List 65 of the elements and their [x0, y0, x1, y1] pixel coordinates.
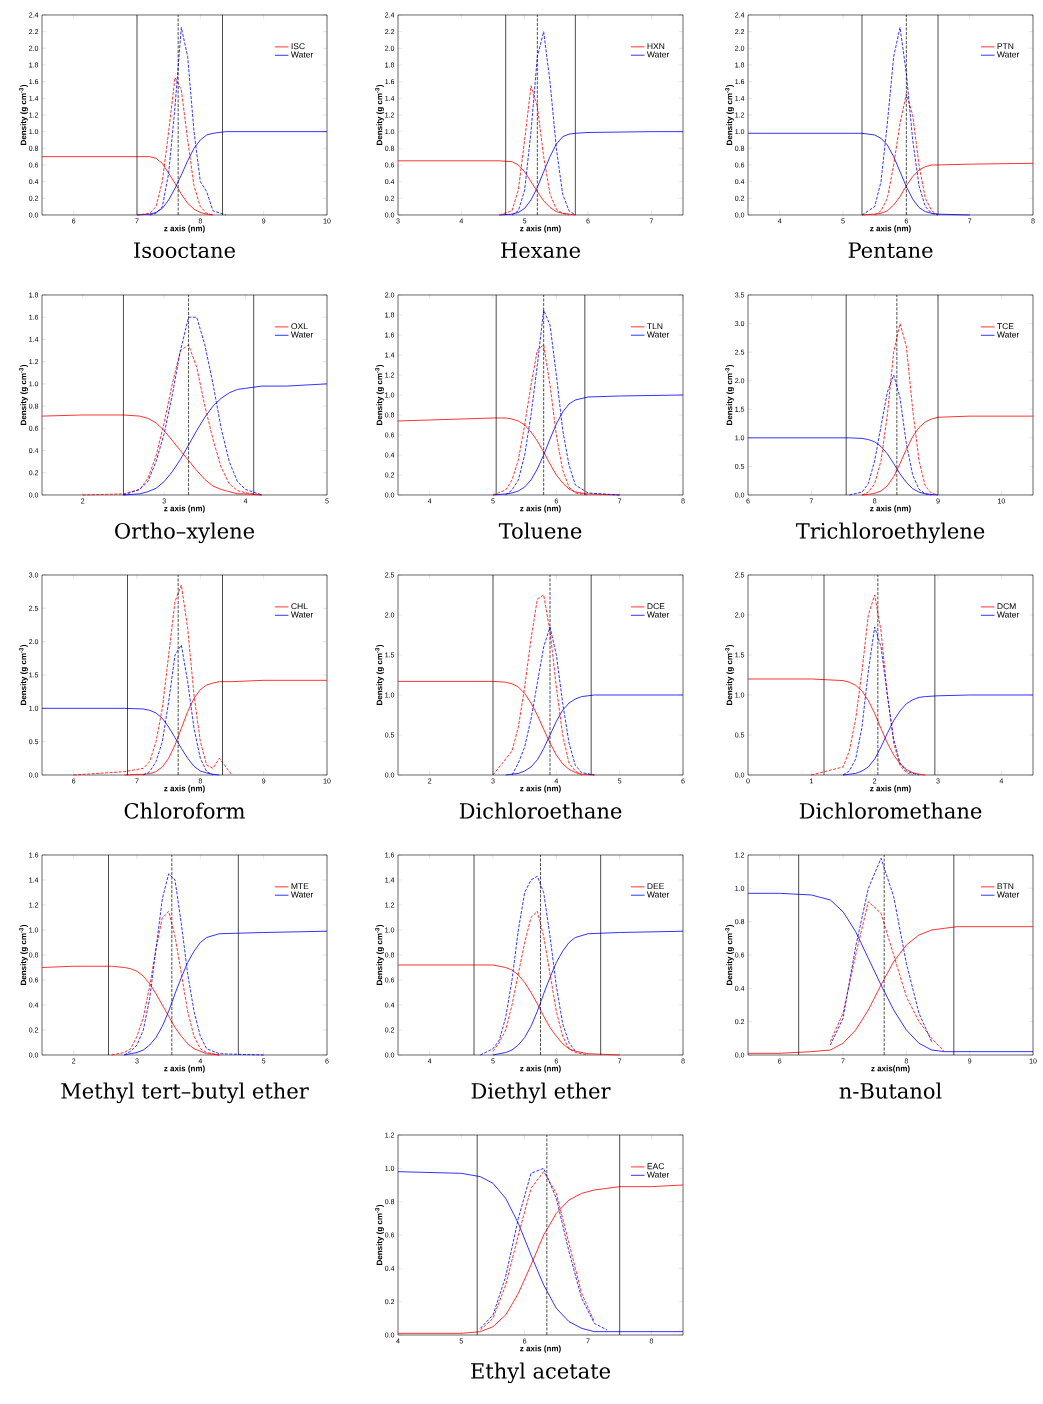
legend-label: DCM: [997, 603, 1016, 610]
y-axis-title: Density (g cm$^{-3}$): [375, 924, 384, 985]
legend-label: MTE: [291, 883, 309, 890]
y-axis-title: Density (g cm$^{-3}$): [725, 364, 734, 425]
y-axis-title: Density (g cm$^{-3}$): [19, 364, 28, 425]
text: Ethyl acetate: [471, 1362, 610, 1384]
x-axis-title: z axis (nm): [520, 505, 561, 513]
text: Dichloroethane: [459, 802, 622, 819]
x-axis-title: z axis (nm): [520, 1065, 561, 1073]
legend-label: Water: [996, 611, 1020, 618]
legend-label: Water: [290, 331, 314, 338]
legend-label: BTN: [997, 883, 1014, 890]
x-axis-title: z axis(nm): [871, 1065, 910, 1073]
y-axis-title: Density (g cm$^{-3}$): [725, 84, 734, 145]
legend-label: DEE: [647, 883, 665, 890]
legend-label: OXL: [291, 323, 308, 330]
text: Chloroform: [124, 802, 245, 819]
x-axis-title: z axis (nm): [164, 785, 205, 793]
legend-label: HXN: [647, 43, 665, 50]
text: Trichloroethylene: [796, 522, 985, 544]
x-axis-title: z axis (nm): [870, 225, 911, 233]
text: Dichloromethane: [799, 802, 982, 819]
legend-label: Water: [646, 51, 670, 58]
legend-label: Water: [646, 891, 670, 898]
text: Methyl tert–butyl ether: [61, 1082, 309, 1104]
legend-label: Water: [290, 891, 314, 898]
x-axis-title: z axis (nm): [870, 505, 911, 513]
text: n-Butanol: [839, 1082, 942, 1099]
y-axis-title: Density (g cm$^{-3}$): [725, 644, 734, 705]
legend-label: CHL: [291, 603, 308, 610]
y-axis-title: Density (g cm$^{-3}$): [725, 924, 734, 985]
legend-label: Water: [290, 51, 314, 58]
text: Diethyl ether: [471, 1082, 611, 1104]
legend-label: Water: [996, 51, 1020, 58]
text: Isooctane: [134, 242, 235, 259]
y-axis-title: Density (g cm$^{-3}$): [19, 84, 28, 145]
legend-label: Water: [290, 611, 314, 618]
text: Pentane: [848, 242, 933, 259]
legend-label: TLN: [647, 323, 663, 330]
legend-label: Water: [996, 331, 1020, 338]
y-axis-title: Density (g cm$^{-3}$): [375, 84, 384, 145]
text: Toluene: [498, 522, 582, 539]
legend-label: Water: [996, 891, 1020, 898]
legend-label: ISC: [291, 43, 305, 50]
y-axis-title: Density (g cm$^{-3}$): [375, 364, 384, 425]
legend-label: DCE: [647, 603, 665, 610]
x-axis-title: z axis (nm): [164, 225, 205, 233]
text: Ortho–xylene: [115, 522, 255, 544]
legend-label: Water: [646, 611, 670, 618]
legend-label: EAC: [647, 1163, 665, 1170]
x-axis-title: z axis (nm): [870, 785, 911, 793]
y-axis-title: Density (g cm$^{-3}$): [375, 1204, 384, 1265]
y-axis-title: Density (g cm$^{-3}$): [375, 644, 384, 705]
text: Hexane: [501, 242, 580, 259]
legend-label: TCE: [997, 323, 1014, 330]
x-axis-title: z axis (nm): [164, 1065, 205, 1073]
legend-label: PTN: [997, 43, 1014, 50]
y-axis-title: Density (g cm$^{-3}$): [19, 644, 28, 705]
x-axis-title: z axis (nm): [164, 505, 205, 513]
x-axis-title: z axis (nm): [520, 785, 561, 793]
x-axis-title: z axis (nm): [520, 1345, 561, 1353]
y-axis-title: Density (g cm$^{-3}$): [19, 924, 28, 985]
legend-label: Water: [646, 1171, 670, 1178]
x-axis-title: z axis (nm): [520, 225, 561, 233]
legend-label: Water: [646, 331, 670, 338]
